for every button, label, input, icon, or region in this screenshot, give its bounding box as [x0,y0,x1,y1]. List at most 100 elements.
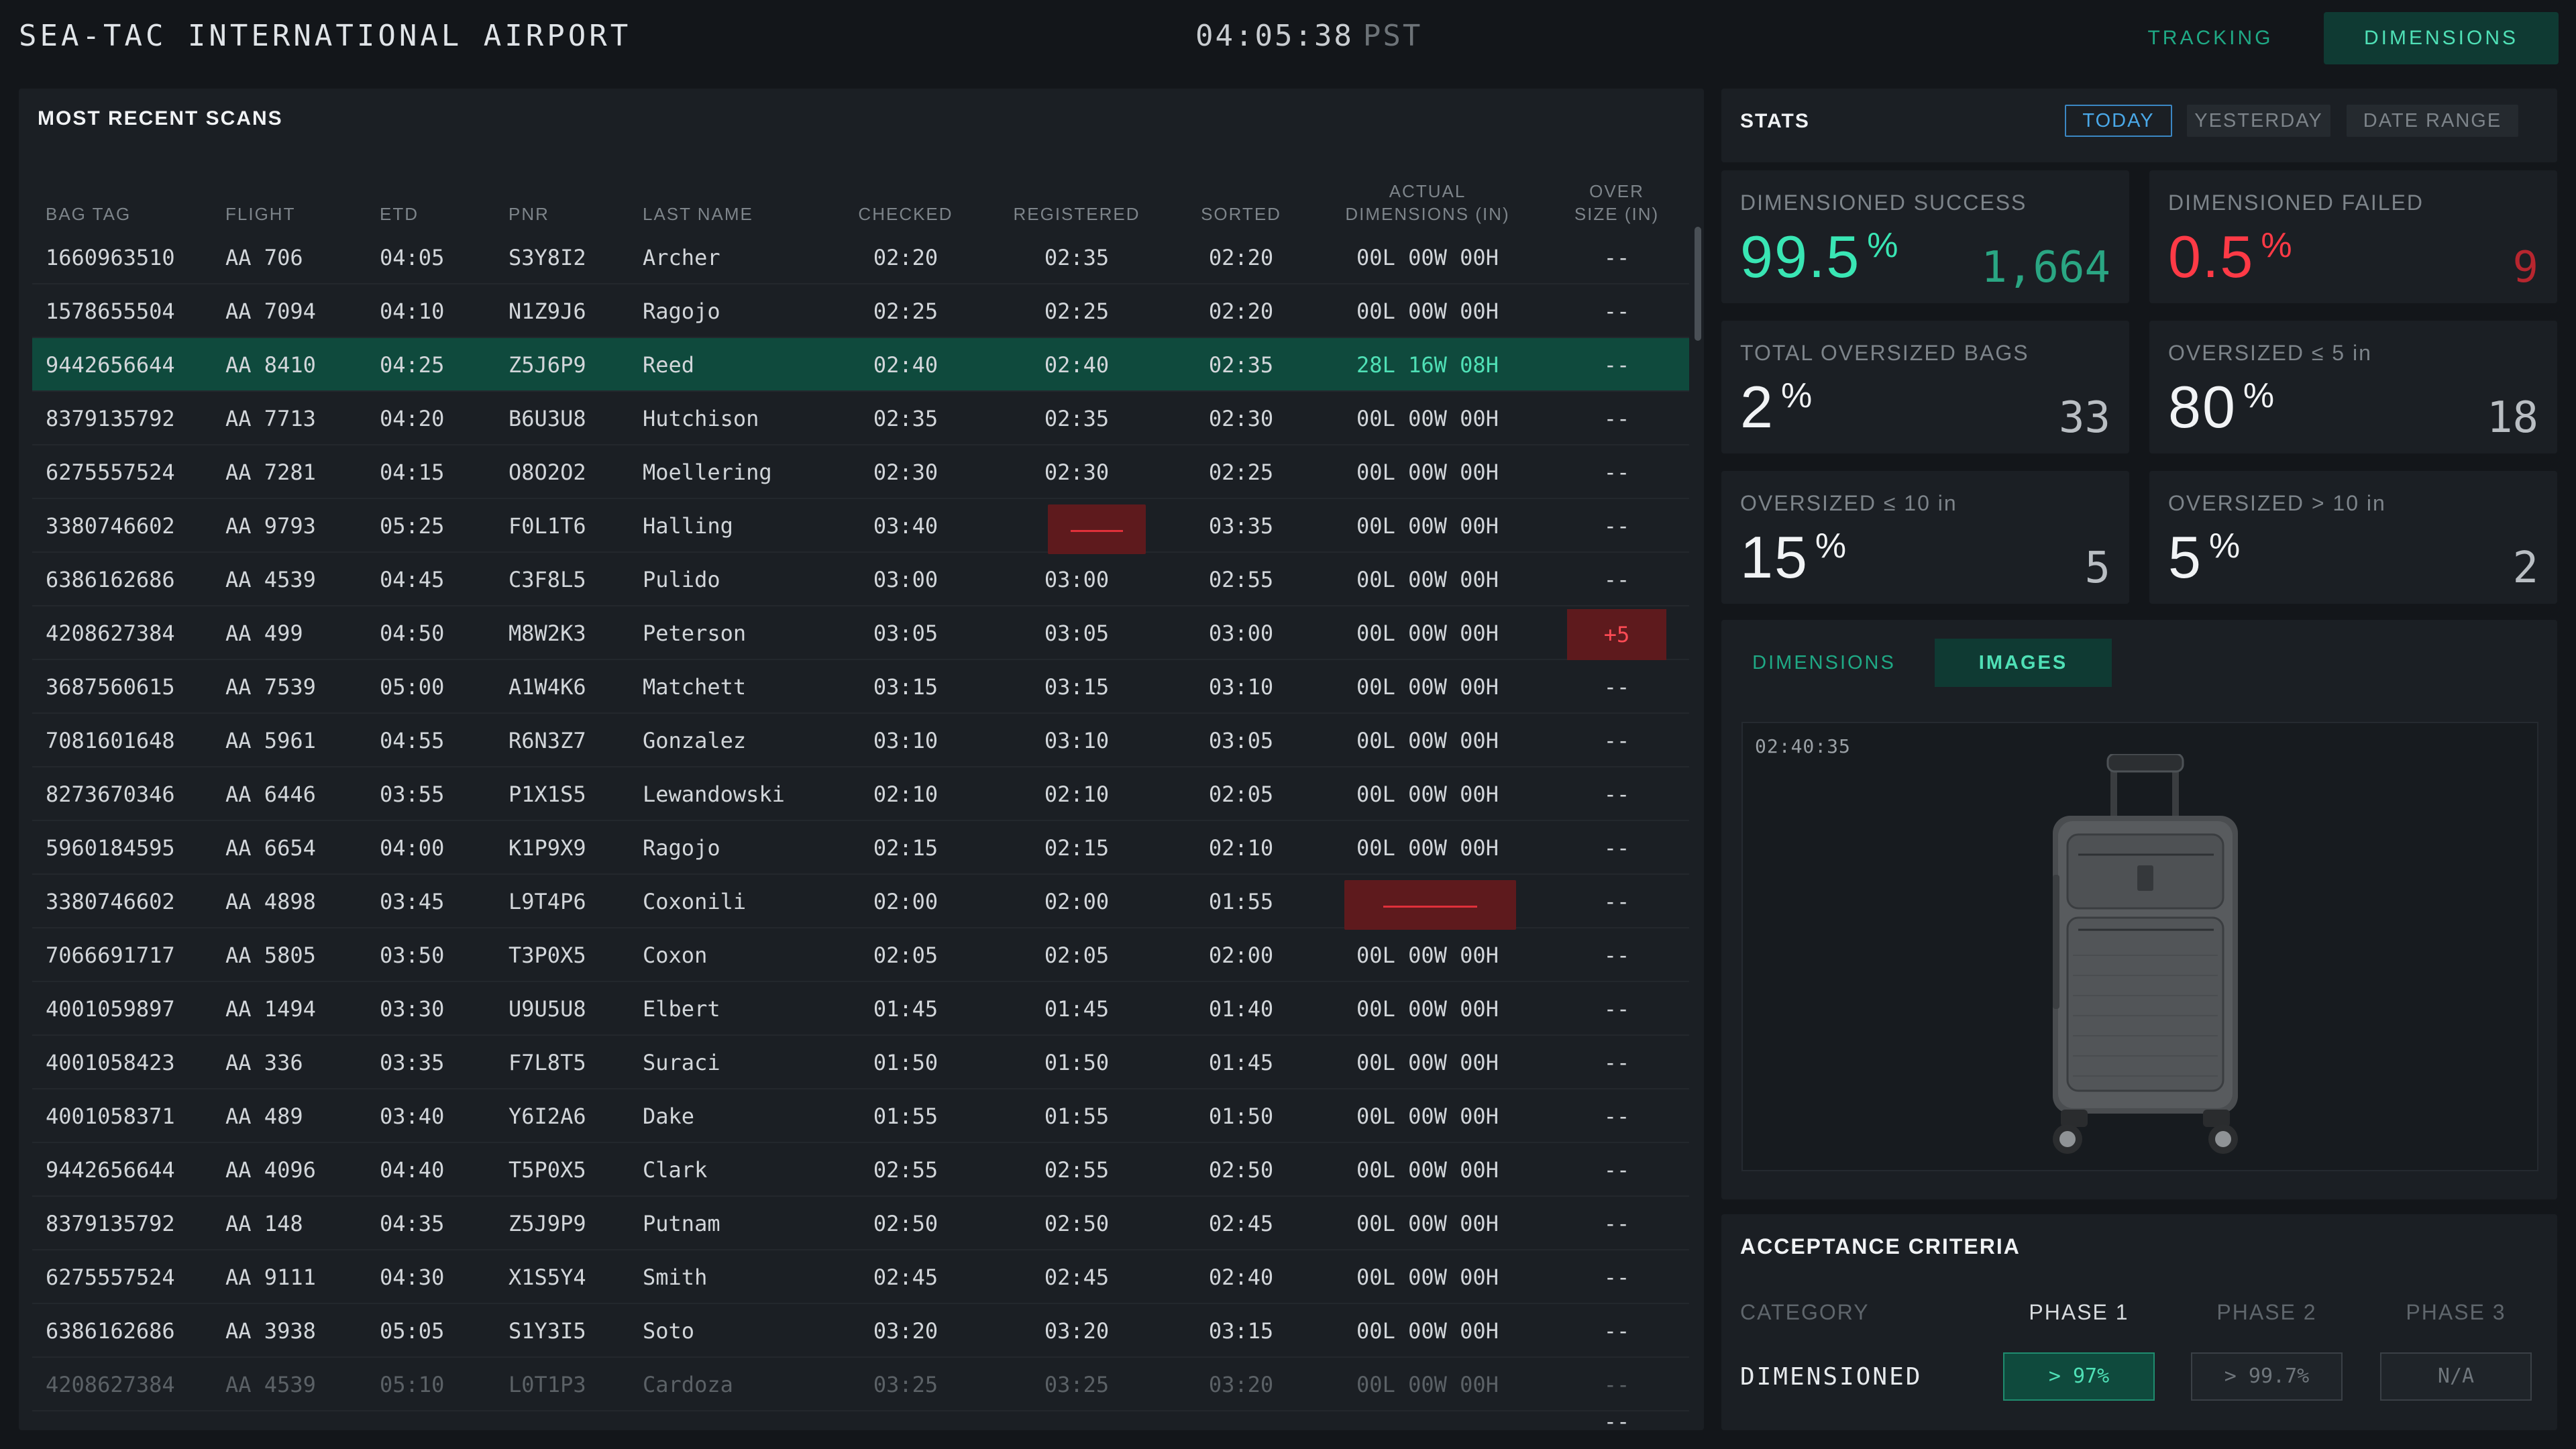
tab-dimensions[interactable]: DIMENSIONS [2324,12,2559,64]
range-date-range-button[interactable]: DATE RANGE [2347,105,2518,137]
cell-actual-dimensions: 00L 00W 00H [1356,1050,1499,1075]
col-header-registered[interactable]: REGISTERED [1013,204,1140,224]
table-row[interactable]: 8379135792 AA 7713 04:20 B6U3U8 Hutchison 02:… [32,392,1689,445]
acceptance-header-phase2[interactable]: PHASE 2 [2216,1300,2317,1324]
table-row[interactable]: 8273670346 AA 6446 03:55 P1X1S5 Lewandowski 0… [32,767,1689,821]
cell-registered: 02:40 [1044,352,1110,378]
table-row[interactable]: 4208627384 AA 499 04:50 M8W2K3 Peterson 03:05… [32,606,1689,660]
acceptance-phase1-value[interactable]: > 97% [2003,1352,2155,1401]
cell-last-name: Cardoza [643,1372,733,1397]
cell-flight: AA 148 [225,1211,303,1236]
cell-etd: 04:05 [380,245,445,270]
cell-registered: 03:15 [1044,674,1110,700]
cell-checked: 03:25 [873,1372,938,1397]
table-row[interactable]: 4001059897 AA 1494 03:30 U9U5U8 Elbert 01:45 0… [32,982,1689,1036]
cell-over-size: -- [1603,245,1630,270]
table-row[interactable]: 3687560615 AA 7539 05:00 A1W4K6 Matchett 03:1… [32,660,1689,714]
tab-tracking[interactable]: TRACKING [2147,27,2273,49]
stat-count: 1,664 [1981,243,2110,292]
cell-sorted: 02:30 [1208,406,1274,431]
cell-pnr: X1S5Y4 [508,1265,586,1290]
stat-count: 18 [2486,393,2538,443]
cell-registered: 02:25 [1044,299,1110,324]
cell-flight: AA 7539 [225,674,316,700]
cell-etd: 03:55 [380,782,445,807]
stat-percent-unit: % [1815,527,1848,566]
col-header-pnr[interactable]: PNR [508,204,549,224]
range-today-button[interactable]: TODAY [2065,105,2172,137]
cell-pnr: N1Z9J6 [508,299,586,324]
cell-etd: 04:30 [380,1265,445,1290]
acceptance-header-phase3[interactable]: PHASE 3 [2406,1300,2506,1324]
cell-pnr: C3F8L5 [508,567,586,592]
cell-bag-tag: 6386162686 [46,567,175,592]
table-row[interactable]: 9442656644 AA 8410 04:25 Z5J6P9 Reed 02:40 02:… [32,338,1689,392]
cell-sorted: 02:45 [1208,1211,1274,1236]
stats-header: STATS TODAY YESTERDAY DATE RANGE [1721,89,2557,162]
stat-percent-value: 5 [2168,524,2202,590]
cell-etd: 03:40 [380,1104,445,1129]
acceptance-phase3-value[interactable]: N/A [2380,1352,2532,1401]
table-row[interactable]: 8379135792 AA 148 04:35 Z5J9P9 Putnam 02:50 02… [32,1197,1689,1250]
cell-checked: 03:00 [873,567,938,592]
range-yesterday-button[interactable]: YESTERDAY [2187,105,2330,137]
stat-percent: 5% [2168,523,2241,592]
table-scrollbar[interactable] [1695,227,1701,341]
table-row[interactable]: 6386162686 AA 3938 05:05 S1Y3I5 Soto 03:20 03:… [32,1304,1689,1358]
table-row[interactable]: 4001058371 AA 489 03:40 Y6I2A6 Dake 01:55 01:5… [32,1089,1689,1143]
cell-over-size-flag: +5 [1567,609,1666,660]
col-header-sorted[interactable]: SORTED [1201,204,1281,224]
table-row[interactable]: 1660963510 AA 706 04:05 S3Y8I2 Archer 02:20 02… [32,231,1689,284]
cell-etd: 04:00 [380,835,445,861]
col-header-actual-dimensions-line2: DIMENSIONS (IN) [1345,204,1510,224]
col-header-last-name[interactable]: LAST NAME [643,204,753,224]
acceptance-title: ACCEPTANCE CRITERIA [1740,1234,2021,1258]
table-row[interactable]: 4208627384 AA 4539 05:10 L0T1P3 Cardoza 03:25… [32,1358,1689,1411]
scans-table-body: 1660963510 AA 706 04:05 S3Y8I2 Archer 02:20 02… [32,231,1689,1411]
tab-viewer-images[interactable]: IMAGES [1935,639,2112,687]
cell-flight: AA 6446 [225,782,316,807]
tab-viewer-dimensions[interactable]: DIMENSIONS [1752,652,1896,674]
cell-registered: 02:35 [1044,245,1110,270]
table-row[interactable]: 6275557524 AA 7281 04:15 O8O2O2 Moellering 02… [32,445,1689,499]
table-row[interactable]: 6275557524 AA 9111 04:30 X1S5Y4 Smith 02:45 02… [32,1250,1689,1304]
col-header-checked[interactable]: CHECKED [858,204,953,224]
error-dash [1383,906,1477,908]
table-row[interactable]: 4001058423 AA 336 03:35 F7L8T5 Suraci 01:50 01… [32,1036,1689,1089]
stat-percent: 2% [1740,373,1813,441]
col-header-actual-dimensions[interactable]: ACTUAL DIMENSIONS (IN) [1327,158,1528,225]
cell-over-size: -- [1603,299,1630,324]
cell-over-size: -- [1603,352,1630,378]
stat-percent-value: 0.5 [2168,223,2255,290]
cell-etd: 04:25 [380,352,445,378]
cell-registered: 02:10 [1044,782,1110,807]
col-header-bag-tag[interactable]: BAG TAG [46,204,131,224]
cell-last-name: Suraci [643,1050,720,1075]
cell-bag-tag: 5960184595 [46,835,175,861]
acceptance-header-category: CATEGORY [1740,1300,1870,1324]
table-row[interactable]: 7081601648 AA 5961 04:55 R6N3Z7 Gonzalez 03:1… [32,714,1689,767]
col-header-flight[interactable]: FLIGHT [225,204,296,224]
suitcase-image [2053,754,2238,1154]
table-row[interactable]: 3380746602 AA 4898 03:45 L9T4P6 Coxonili 02:0… [32,875,1689,930]
cell-registered: 01:45 [1044,996,1110,1022]
cell-etd: 05:00 [380,674,445,700]
col-header-over-size[interactable]: OVER SIZE (IN) [1550,158,1684,225]
table-row[interactable]: 9442656644 AA 4096 04:40 T5P0X5 Clark 02:55 02… [32,1143,1689,1197]
cell-bag-tag: 6275557524 [46,1265,175,1290]
acceptance-header-phase1[interactable]: PHASE 1 [2029,1300,2129,1324]
table-row[interactable]: 3380746602 AA 9793 05:25 F0L1T6 Halling 03:40… [32,499,1689,554]
acceptance-phase2-value[interactable]: > 99.7% [2191,1352,2343,1401]
table-row[interactable]: 7066691717 AA 5805 03:50 T3P0X5 Coxon 02:05 02… [32,928,1689,982]
table-row[interactable]: 6386162686 AA 4539 04:45 C3F8L5 Pulido 03:00 0… [32,553,1689,606]
table-row[interactable]: 5960184595 AA 6654 04:00 K1P9X9 Ragojo 02:15 0… [32,821,1689,875]
cell-etd: 03:45 [380,889,445,914]
col-header-etd[interactable]: ETD [380,204,419,224]
cell-actual-dimensions: 00L 00W 00H [1356,299,1499,324]
cell-bag-tag: 3380746602 [46,889,175,914]
cell-flight: AA 706 [225,245,303,270]
cell-bag-tag: 8379135792 [46,1211,175,1236]
cell-checked: 01:55 [873,1104,938,1129]
table-row[interactable]: 1578655504 AA 7094 04:10 N1Z9J6 Ragojo 02:25 0… [32,284,1689,338]
cell-registered: 01:50 [1044,1050,1110,1075]
